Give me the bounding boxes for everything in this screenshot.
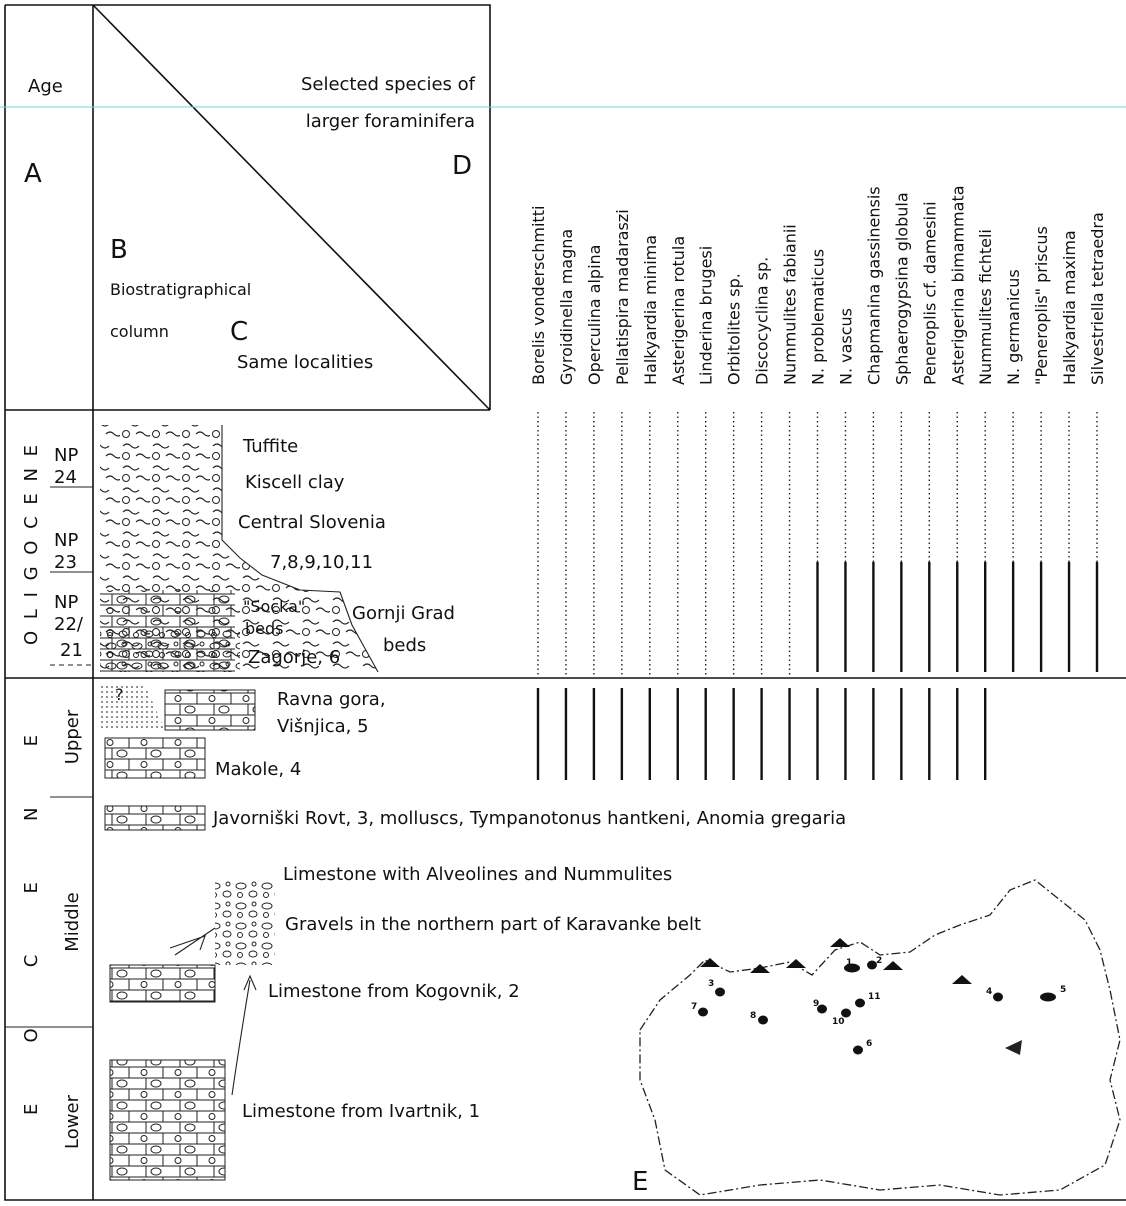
species-name: Pellatispira madaraszi xyxy=(613,209,632,385)
locality-label: 7,8,9,10,11 xyxy=(270,552,373,573)
zone: NP xyxy=(54,445,78,466)
species-name: Gyroidinella magna xyxy=(557,229,576,385)
locality-label: Tuffite xyxy=(242,436,298,457)
figure: Age A Selected species of larger foramin… xyxy=(0,0,1126,1206)
map-triangle xyxy=(830,938,850,947)
locality-label: beds xyxy=(245,619,284,638)
locality-label: Gravels in the northern part of Karavank… xyxy=(285,914,701,935)
lithology xyxy=(100,425,378,1180)
map-locality xyxy=(715,988,725,997)
species-name: Orbitolites sp. xyxy=(725,273,744,385)
species-name: Linderina brugesi xyxy=(697,246,716,385)
locality-label: Gornji Grad xyxy=(352,603,455,624)
map-locality xyxy=(855,999,865,1008)
letter: B xyxy=(110,235,128,265)
locality-label: Central Slovenia xyxy=(238,512,386,533)
map-outline xyxy=(640,880,1120,1195)
species-name: Borelis vonderschmitti xyxy=(529,206,548,385)
zone: NP xyxy=(54,592,78,613)
species-name: Nummulites fichteli xyxy=(976,229,995,385)
locality-number: 8 xyxy=(750,1011,756,1021)
locality-label: Ravna gora, xyxy=(277,689,386,710)
heading: Biostratigraphical xyxy=(110,280,251,299)
zone: 24 xyxy=(54,467,77,488)
map-triangle xyxy=(952,975,972,984)
letter: C xyxy=(230,317,248,347)
letter: D xyxy=(452,151,472,181)
species-name: N. problematicus xyxy=(809,249,828,385)
locality-number: 3 xyxy=(708,979,714,989)
zone: 23 xyxy=(54,552,77,573)
locality-label: Makole, 4 xyxy=(215,759,301,780)
locality-label: beds xyxy=(383,635,426,656)
map-locality xyxy=(698,1008,708,1017)
epoch: EOCENE xyxy=(21,735,42,1115)
species-name: N. vascus xyxy=(836,308,855,385)
zone: 22/ xyxy=(54,614,84,635)
locality-number: 9 xyxy=(813,999,819,1009)
species-name: Nummulites fabianii xyxy=(781,224,800,385)
letter: A xyxy=(24,159,42,189)
locality-number: 7 xyxy=(691,1002,697,1012)
species-name: Peneroplis cf. damesini xyxy=(920,201,939,385)
locality-number: 11 xyxy=(868,992,881,1002)
locality-number: 5 xyxy=(1060,985,1066,995)
species-name: Operculina alpina xyxy=(585,245,604,385)
locality-label: Limestone from Ivartnik, 1 xyxy=(242,1101,480,1122)
heading: Selected species of xyxy=(301,74,476,95)
species-name: Chapmanina gassinensis xyxy=(864,186,883,385)
species-name: Asterigerina rotula xyxy=(669,236,688,385)
locality-label: Javorniški Rovt, 3, molluscs, Tympanoton… xyxy=(212,808,846,829)
map-triangle xyxy=(750,964,770,973)
locality-label: Višnjica, 5 xyxy=(277,716,369,737)
locality-label: Limestone from Kogovnik, 2 xyxy=(268,981,520,1002)
species-name: Sphaerogypsina globula xyxy=(892,192,911,385)
map-triangle xyxy=(786,959,806,968)
locality-label: Limestone with Alveolines and Nummulites xyxy=(283,864,672,885)
zone: 21 xyxy=(60,640,83,661)
locality-label: Zagorje, 6 xyxy=(248,647,340,668)
species-name: Halkyardia minima xyxy=(641,235,660,385)
species-name: Discocyclina sp. xyxy=(753,257,772,385)
zone: NP xyxy=(54,530,78,551)
locality-label: Kiscell clay xyxy=(245,472,345,493)
species-name: N. germanicus xyxy=(1004,269,1023,385)
locality-label: "Socka" xyxy=(243,597,305,616)
subdivision: Upper xyxy=(62,709,83,764)
heading: column xyxy=(110,322,169,341)
age-label: Age xyxy=(28,76,63,97)
species-name: Halkyardia maxima xyxy=(1060,230,1079,385)
map-locality xyxy=(993,993,1003,1002)
uncertain-mark: ? xyxy=(115,685,124,704)
locality-number: 1 xyxy=(846,958,852,968)
map-locality xyxy=(758,1016,768,1025)
map-locality xyxy=(853,1046,863,1055)
subdivision: Middle xyxy=(62,892,83,951)
locality-number: 10 xyxy=(832,1017,845,1027)
epoch: OLIGOCENE xyxy=(21,445,42,645)
species-name: Silvestriella tetraedra xyxy=(1088,212,1107,385)
map-letter: E xyxy=(632,1167,648,1197)
heading: Same localities xyxy=(237,352,373,373)
map-triangle xyxy=(883,961,903,970)
species-name: "Peneroplis" priscus xyxy=(1032,226,1051,385)
map-locality xyxy=(1040,993,1056,1002)
heading: larger foraminifera xyxy=(306,111,475,132)
subdivision: Lower xyxy=(62,1094,83,1149)
locality-number: 2 xyxy=(876,956,882,966)
species-name: Asterigerina bimammata xyxy=(948,185,967,385)
locality-number: 6 xyxy=(866,1039,872,1049)
locality-number: 4 xyxy=(986,987,992,997)
